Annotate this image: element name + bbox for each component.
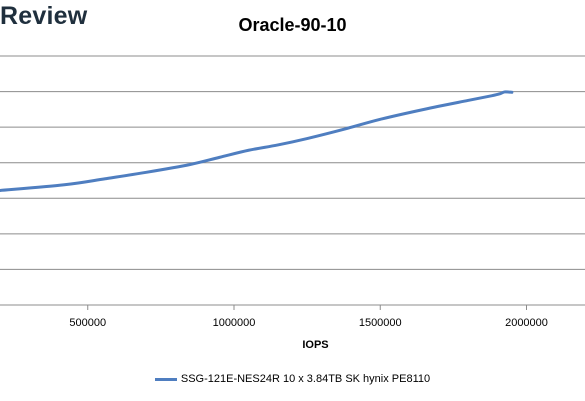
x-tick-label: 1000000	[213, 317, 256, 329]
gridlines	[0, 55, 585, 270]
x-axis-title: IOPS	[302, 339, 328, 351]
series-line	[0, 90, 514, 192]
series-lines	[0, 90, 514, 192]
x-tick-label: 500000	[69, 317, 106, 329]
legend: SSG-121E-NES24R 10 x 3.84TB SK hynix PE8…	[0, 373, 585, 385]
x-tick-label: 1500000	[359, 317, 402, 329]
legend-label: SSG-121E-NES24R 10 x 3.84TB SK hynix PE8…	[180, 373, 431, 385]
chart-title: Oracle-90-10	[238, 15, 347, 35]
legend-swatch	[154, 377, 177, 381]
x-tick-label: 2000000	[505, 317, 548, 329]
x-tick-labels: 500000 1000000 1500000 2000000	[69, 305, 548, 329]
review-watermark: Review	[0, 2, 88, 30]
